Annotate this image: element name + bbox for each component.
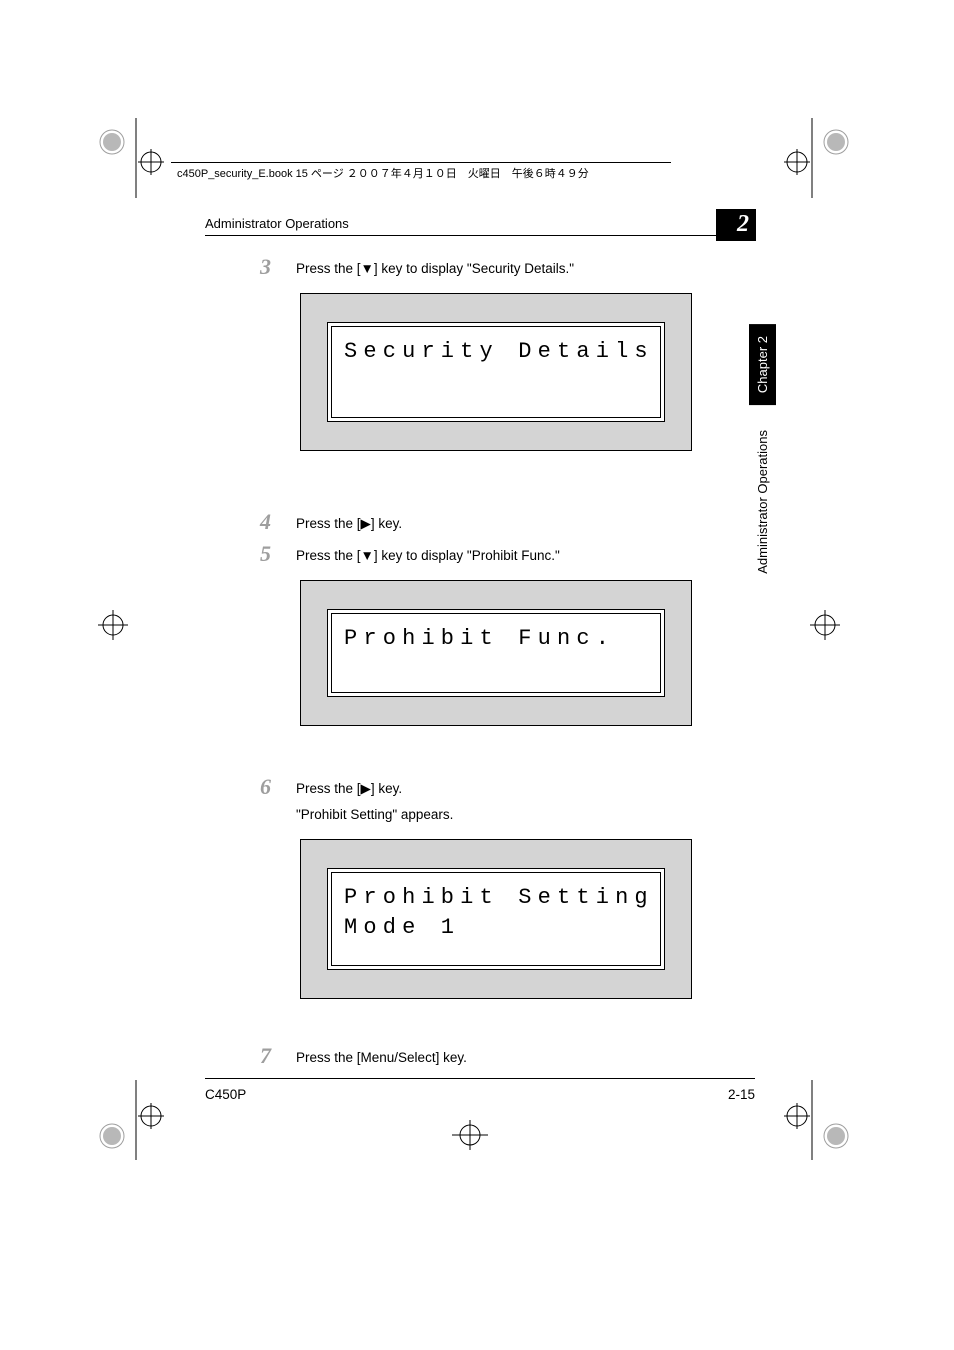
- main-content: 3 Press the [▼] key to display "Security…: [260, 256, 700, 1075]
- step-number: 4: [260, 511, 296, 533]
- step-6: 6 Press the [▶] key.: [260, 776, 700, 799]
- lcd-text: Security Details: [342, 333, 650, 371]
- step-7: 7 Press the [Menu/Select] key.: [260, 1045, 700, 1068]
- sidebar-section-label: Administrator Operations: [755, 430, 770, 574]
- book-metadata: c450P_security_E.book 15 ページ ２００７年４月１０日 …: [177, 165, 589, 181]
- step-subtext: "Prohibit Setting" appears.: [296, 805, 700, 825]
- step-4: 4 Press the [▶] key.: [260, 511, 700, 534]
- footer-page-number: 2-15: [728, 1087, 755, 1102]
- step-text: Press the [Menu/Select] key.: [296, 1045, 700, 1068]
- crop-mark-bottom-left: [88, 1080, 168, 1160]
- lcd-screen: Prohibit Setting Mode 1: [327, 868, 665, 970]
- crop-mark-top-right: [780, 118, 860, 198]
- sidebar-chapter-tab: Chapter 2: [749, 324, 776, 405]
- step-text: Press the [▼] key to display "Prohibit F…: [296, 543, 700, 566]
- lcd-panel-prohibit-setting: Prohibit Setting Mode 1: [300, 839, 692, 999]
- chapter-number-badge: 2: [716, 209, 756, 241]
- page-footer: C450P 2-15: [205, 1078, 755, 1102]
- step-number: 6: [260, 776, 296, 798]
- step-5: 5 Press the [▼] key to display "Prohibit…: [260, 543, 700, 566]
- lcd-text: Prohibit Func.: [342, 620, 650, 658]
- header-rule: [171, 162, 671, 163]
- step-text: Press the [▶] key.: [296, 511, 700, 534]
- lcd-text: Prohibit Setting Mode 1: [342, 879, 650, 946]
- crop-mark-bottom-center: [440, 1115, 500, 1155]
- step-text: Press the [▶] key.: [296, 776, 700, 799]
- lcd-screen: Prohibit Func.: [327, 609, 665, 697]
- step-number: 7: [260, 1045, 296, 1067]
- step-3: 3 Press the [▼] key to display "Security…: [260, 256, 700, 279]
- lcd-screen: Security Details: [327, 322, 665, 422]
- crop-mark-bottom-right: [780, 1080, 860, 1160]
- crop-mark-mid-right: [800, 600, 850, 650]
- step-text: Press the [▼] key to display "Security D…: [296, 256, 700, 279]
- section-header: Administrator Operations: [205, 216, 735, 236]
- lcd-panel-prohibit-func: Prohibit Func.: [300, 580, 692, 726]
- crop-mark-mid-left: [88, 600, 138, 650]
- step-number: 3: [260, 256, 296, 278]
- step-number: 5: [260, 543, 296, 565]
- crop-mark-top-left: [88, 118, 168, 198]
- lcd-panel-security-details: Security Details: [300, 293, 692, 451]
- footer-model: C450P: [205, 1087, 246, 1102]
